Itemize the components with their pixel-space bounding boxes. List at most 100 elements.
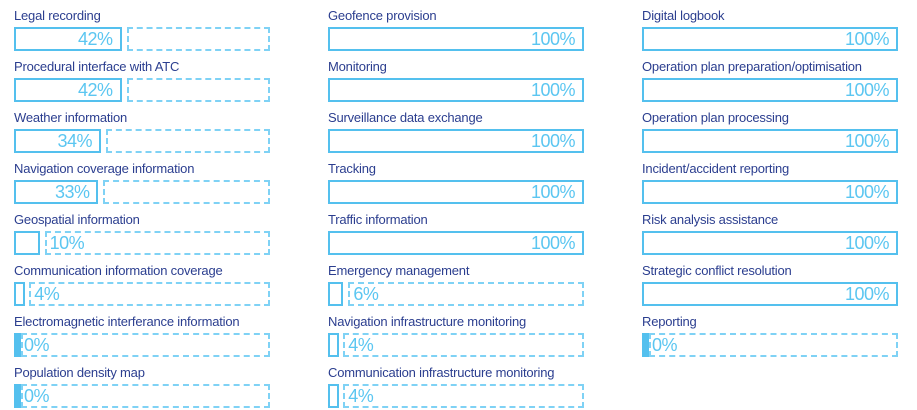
progress-value: 100% [844,131,890,151]
progress-value: 33% [54,182,90,202]
progress-bar: 0% [14,333,270,357]
progress-remaining [21,333,270,357]
service-label: Strategic conflict resolution [642,263,792,278]
progress-bar: 42% [14,78,270,102]
progress-fill [328,282,344,306]
progress-value: 100% [844,233,890,253]
service-label: Geofence provision [328,8,437,23]
progress-bar: 100% [642,282,898,306]
progress-fill [328,333,339,357]
progress-value: 100% [844,80,890,100]
service-label: Communication infrastructure monitoring [328,365,555,380]
progress-bar: 100% [328,180,584,204]
progress-bar: 100% [642,27,898,51]
progress-value: 0% [24,335,50,355]
service-label: Legal recording [14,8,101,23]
service-row: Incident/accident reporting 100% [642,162,898,204]
progress-bar: 100% [328,231,584,255]
progress-value: 42% [77,80,113,100]
chart-column-1: Legal recording 42% Procedural interface… [14,9,270,410]
service-label: Tracking [328,161,376,176]
progress-fill [14,384,21,408]
chart-column-2: Geofence provision 100% Monitoring 100% … [328,9,584,410]
service-label: Geospatial information [14,212,140,227]
progress-fill: 33% [14,180,99,204]
service-row: Surveillance data exchange 100% [328,111,584,153]
service-row: Reporting 0% [642,315,898,357]
progress-value: 4% [348,335,374,355]
progress-bar: 0% [14,384,270,408]
progress-value: 34% [57,131,93,151]
progress-remaining [106,129,270,153]
service-row: Digital logbook 100% [642,9,898,51]
service-row: Geofence provision 100% [328,9,584,51]
progress-value: 4% [34,284,60,304]
progress-fill: 100% [328,231,584,255]
service-row: Electromagnetic interferance information… [14,315,270,357]
service-label: Electromagnetic interferance information [14,314,240,329]
progress-fill [328,384,339,408]
progress-fill: 100% [328,180,584,204]
progress-bar: 100% [328,27,584,51]
service-row: Monitoring 100% [328,60,584,102]
service-row: Navigation coverage information 33% [14,162,270,204]
progress-fill [642,333,649,357]
progress-value: 100% [530,233,576,253]
progress-bar: 100% [642,180,898,204]
progress-value: 0% [652,335,678,355]
progress-bar: 33% [14,180,270,204]
progress-fill: 34% [14,129,102,153]
progress-value: 100% [530,182,576,202]
service-row: Communication information coverage 4% [14,264,270,306]
progress-bar: 42% [14,27,270,51]
service-row: Risk analysis assistance 100% [642,213,898,255]
service-row: Legal recording 42% [14,9,270,51]
service-row: Communication infrastructure monitoring … [328,366,584,408]
progress-value: 100% [844,29,890,49]
progress-value: 10% [49,233,85,253]
service-label: Communication information coverage [14,263,223,278]
progress-remaining [126,78,270,102]
service-label: Risk analysis assistance [642,212,779,227]
progress-bar: 100% [642,129,898,153]
service-label: Digital logbook [642,8,725,23]
service-label: Surveillance data exchange [328,110,483,125]
service-label: Operation plan processing [642,110,789,125]
service-label: Reporting [642,314,697,329]
service-label: Navigation coverage information [14,161,195,176]
service-row: Navigation infrastructure monitoring 4% [328,315,584,357]
progress-remaining [126,27,270,51]
progress-value: 6% [353,284,379,304]
service-row: Traffic information 100% [328,213,584,255]
progress-bar: 4% [328,333,584,357]
service-label: Traffic information [328,212,428,227]
progress-bar: 34% [14,129,270,153]
progress-bar: 4% [328,384,584,408]
service-row: Tracking 100% [328,162,584,204]
chart-column-3: Digital logbook 100% Operation plan prep… [642,9,898,410]
progress-remaining [44,231,270,255]
service-row: Operation plan preparation/optimisation … [642,60,898,102]
progress-value: 100% [844,182,890,202]
progress-remaining [343,384,584,408]
progress-fill: 42% [14,27,122,51]
progress-bar: 4% [14,282,270,306]
progress-fill: 100% [642,129,898,153]
progress-value: 0% [24,386,50,406]
service-row: Procedural interface with ATC 42% [14,60,270,102]
service-label: Navigation infrastructure monitoring [328,314,527,329]
service-label: Weather information [14,110,128,125]
service-row: Operation plan processing 100% [642,111,898,153]
service-row: Weather information 34% [14,111,270,153]
progress-bar: 100% [642,231,898,255]
progress-bar: 100% [642,78,898,102]
service-row: Emergency management 6% [328,264,584,306]
progress-fill [14,282,25,306]
service-label: Incident/accident reporting [642,161,790,176]
progress-bar: 100% [328,78,584,102]
progress-remaining [21,384,270,408]
progress-fill [14,333,21,357]
service-label: Monitoring [328,59,387,74]
progress-value: 100% [530,80,576,100]
